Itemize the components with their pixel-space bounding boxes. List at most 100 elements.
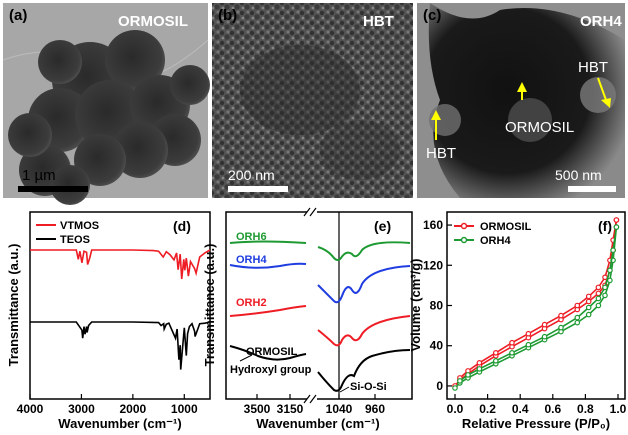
data-point-orh4 bbox=[574, 314, 581, 321]
xtick-label-f: 0.8 bbox=[577, 402, 594, 416]
data-point-orh4 bbox=[492, 357, 499, 364]
data-point-orh4 bbox=[465, 372, 471, 378]
data-point-orh4 bbox=[602, 292, 608, 299]
data-point-orh4 bbox=[541, 333, 548, 340]
curve-ormosil-right bbox=[317, 349, 411, 392]
panel-c-title: ORH4 bbox=[580, 13, 622, 30]
data-point-ormosil bbox=[613, 217, 620, 223]
data-point-ormosil bbox=[525, 330, 532, 337]
series-label-ormosil: ORMOSIL bbox=[246, 346, 298, 358]
ylabel-f: Volume (cm³/g) bbox=[408, 259, 423, 352]
ylabel-d: Transmittance (a.u.) bbox=[6, 244, 21, 367]
xtick-label-e: 3150 bbox=[277, 402, 304, 416]
panel-e-tag: (e) bbox=[374, 218, 391, 234]
scale-bar-a bbox=[18, 186, 88, 192]
xtick-label-d: 4000 bbox=[17, 402, 44, 416]
xlabel-e: Wavenumber (cm⁻¹) bbox=[256, 416, 379, 431]
data-point-orh4 bbox=[525, 341, 532, 348]
data-point-orh4 bbox=[607, 267, 613, 274]
panel-a-tag: (a) bbox=[9, 7, 27, 24]
xlabel-f: Relative Pressure (P/P₀) bbox=[462, 416, 610, 431]
xtick-label-d: 3000 bbox=[68, 402, 95, 416]
xtick-label-f: 1.0 bbox=[610, 402, 627, 416]
curve-orh4-right bbox=[317, 265, 411, 304]
data-point-ormosil bbox=[541, 321, 548, 328]
ytick-label-f: 0 bbox=[436, 379, 443, 393]
panel-b-tag: (b) bbox=[218, 7, 237, 24]
panel-a-title: ORMOSIL bbox=[118, 13, 188, 30]
tem-panel-b: (b) HBT 200 nm bbox=[212, 3, 413, 198]
scale-bar-b bbox=[228, 186, 288, 192]
data-point-orh4 bbox=[509, 349, 515, 356]
scale-text-a: 1 µm bbox=[22, 167, 56, 184]
series-label-orh6: ORH6 bbox=[236, 231, 267, 243]
xtick-label-d: 1000 bbox=[171, 402, 198, 416]
tem-panel-a: (a) ORMOSIL 1 µm bbox=[2, 3, 210, 205]
data-point-orh4 bbox=[452, 385, 458, 391]
data-point-orh4 bbox=[457, 378, 463, 384]
curve-orh6-left bbox=[229, 240, 307, 244]
legend-label-teos: TEOS bbox=[60, 234, 90, 246]
data-point-orh4 bbox=[602, 284, 608, 291]
ytick-label-f: 120 bbox=[423, 258, 443, 272]
data-point-orh4 bbox=[558, 324, 564, 331]
data-point-ormosil bbox=[492, 349, 499, 356]
annot-hydroxyl: Hydroxyl group bbox=[230, 364, 312, 376]
data-point-orh4 bbox=[585, 304, 592, 311]
ylabel-e: Transmittance (a.u.) bbox=[202, 244, 217, 367]
annot-sios: Si-O-Si bbox=[350, 381, 387, 393]
series-line-vtmos bbox=[30, 249, 211, 280]
curve-orh6-right bbox=[317, 241, 411, 261]
data-point-orh4 bbox=[585, 311, 592, 318]
data-point-ormosil bbox=[595, 284, 602, 291]
data-point-ormosil bbox=[509, 339, 515, 346]
data-point-orh4 bbox=[613, 224, 620, 230]
scale-bar-c bbox=[568, 186, 616, 192]
data-point-orh4 bbox=[607, 277, 613, 284]
annot-hbt-left: HBT bbox=[426, 145, 456, 162]
data-point-orh4 bbox=[595, 295, 602, 302]
curve-orh4-left bbox=[229, 262, 307, 269]
panel-c-tag: (c) bbox=[423, 7, 441, 24]
xtick-label-e: 1040 bbox=[326, 402, 353, 416]
data-point-ormosil bbox=[602, 274, 608, 281]
series-label-orh4: ORH4 bbox=[236, 254, 267, 266]
plot-frame-d bbox=[29, 211, 211, 400]
annot-ormosil: ORMOSIL bbox=[505, 119, 574, 136]
series-line-teos bbox=[30, 321, 211, 370]
xtick-label-e: 960 bbox=[365, 402, 385, 416]
scale-text-b: 200 nm bbox=[228, 167, 275, 183]
data-point-orh4 bbox=[595, 302, 602, 309]
ytick-label-f: 80 bbox=[430, 299, 444, 313]
panel-b-title: HBT bbox=[363, 13, 394, 30]
ytick-label-f: 40 bbox=[430, 339, 444, 353]
legend-label-orh4: ORH4 bbox=[480, 235, 511, 247]
data-point-ormosil bbox=[585, 298, 592, 305]
chart-panel-d: (d) 4000 3000 2000 1000 Wavenumber (cm⁻¹) T… bbox=[6, 211, 211, 431]
series-line-orh4-desorption bbox=[459, 226, 618, 382]
curve-ormosil-left bbox=[229, 345, 307, 361]
xtick-label-e: 3500 bbox=[244, 402, 271, 416]
xtick-label-f: 0.6 bbox=[544, 402, 561, 416]
panel-d-tag: (d) bbox=[173, 218, 191, 234]
xlabel-d: Wavenumber (cm⁻¹) bbox=[58, 416, 181, 431]
ytick-label-f: 160 bbox=[423, 218, 443, 232]
legend-label-ormosil: ORMOSIL bbox=[480, 221, 532, 233]
curve-orh2-right bbox=[317, 315, 411, 347]
xtick-label-f: 0.2 bbox=[479, 402, 496, 416]
chart-panel-f: (f) 0.0 0.2 0.4 0.6 0.8 1.0 0 40 80 120 160 Relati… bbox=[408, 211, 627, 431]
curve-orh2-left bbox=[229, 305, 307, 317]
data-point-ormosil bbox=[476, 359, 483, 366]
chart-panel-e: (e) 3500 3150 1040 960 ORH6 ORH4 ORH2 ORMOS… bbox=[202, 206, 413, 431]
panel-f-tag: (f) bbox=[598, 218, 612, 234]
data-point-orh4 bbox=[476, 366, 483, 372]
legend-label-vtmos: VTMOS bbox=[60, 220, 99, 232]
data-point-ormosil bbox=[585, 293, 592, 300]
xtick-label-d: 2000 bbox=[120, 402, 147, 416]
data-point-ormosil bbox=[558, 312, 564, 319]
data-point-orh4 bbox=[610, 247, 616, 254]
tem-panel-c: (c) ORH4 HBT ORMOSIL HBT 500 nm bbox=[417, 3, 625, 198]
xtick-label-f: 0.0 bbox=[447, 402, 464, 416]
xtick-label-f: 0.4 bbox=[512, 402, 529, 416]
